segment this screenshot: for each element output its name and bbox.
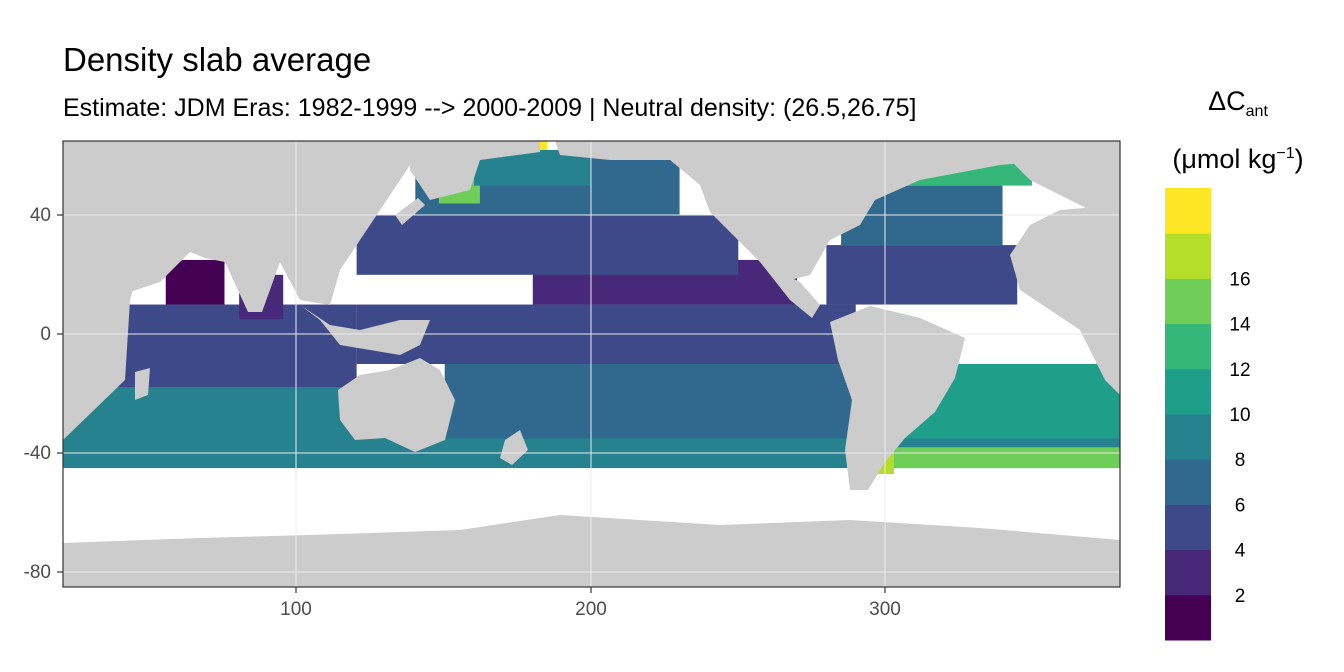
legend-bin-14-16 — [1165, 278, 1211, 325]
legend-tick-label-6: 6 — [1235, 495, 1246, 516]
legend-bin-16-18 — [1165, 233, 1211, 279]
ocean-region-arabian-sea — [165, 259, 225, 305]
legend-tick-label-10: 10 — [1229, 405, 1250, 426]
ocean-region-north-pacific-mid — [356, 215, 739, 275]
legend-bin-6-8 — [1165, 459, 1211, 505]
legend-tick-label-2: 2 — [1235, 586, 1246, 607]
y-tick-label-neg80: -80 — [24, 562, 51, 583]
x-tick-label-300: 300 — [869, 599, 901, 620]
legend-title-main: ΔC — [1208, 86, 1246, 116]
grid-lines — [63, 141, 1120, 587]
x-tick-label-200: 200 — [575, 599, 607, 620]
legend-bin-4-6 — [1165, 504, 1211, 551]
land-indonesia — [300, 305, 430, 355]
legend-unit-suffix: ) — [1294, 144, 1304, 174]
land-central-america — [760, 262, 820, 318]
legend-unit-superscript: −1 — [1276, 145, 1295, 162]
legend-tick-label-14: 14 — [1229, 315, 1251, 336]
x-tick-label-100: 100 — [280, 599, 312, 620]
land-masses — [63, 141, 1120, 587]
land-india — [225, 262, 280, 312]
x-axis: 100 200 300 — [280, 587, 901, 620]
land-greenland — [1000, 141, 1120, 210]
land-south-america — [830, 306, 965, 490]
y-axis: 40 0 -40 -80 — [24, 205, 63, 583]
legend-bin-2-4 — [1165, 549, 1211, 596]
ocean-region-south-pacific — [444, 364, 856, 439]
legend-bin-18-20 — [1165, 188, 1211, 234]
y-tick-label-0: 0 — [40, 324, 51, 345]
legend-ticks: 2 4 6 8 10 12 14 16 — [1229, 269, 1251, 606]
land-madagascar — [135, 368, 150, 400]
legend-tick-label-16: 16 — [1229, 269, 1250, 290]
legend-unit-prefix: (μmol kg — [1172, 144, 1277, 174]
land-eurasia — [130, 141, 410, 305]
land-africa-west — [63, 141, 150, 440]
legend-bin-0-2 — [1165, 594, 1211, 641]
ocean-region-north-atlantic-subtropic — [826, 245, 1018, 305]
land-japan — [395, 198, 425, 225]
legend-title-unit: (μmol kg−1) — [1163, 137, 1313, 176]
land-north-america — [555, 141, 1080, 280]
legend-colorbar — [1165, 188, 1211, 641]
legend-title-symbol: ΔCant — [1163, 84, 1313, 129]
land-new-zealand — [500, 430, 528, 465]
legend-bin-8-10 — [1165, 414, 1211, 460]
ocean-region-south-atlantic-high — [885, 447, 1120, 469]
y-tick-label-neg40: -40 — [24, 443, 51, 464]
legend-tick-label-8: 8 — [1235, 450, 1246, 471]
land-australia — [338, 358, 455, 452]
chart-title: Density slab average — [63, 41, 372, 78]
land-europe-africa-east — [1010, 205, 1120, 395]
legend-tick-label-12: 12 — [1229, 360, 1250, 381]
legend-title-subscript: ant — [1245, 103, 1268, 120]
legend-tick-label-4: 4 — [1235, 541, 1246, 562]
y-tick-label-40: 40 — [30, 205, 51, 226]
land-siberia-east — [410, 141, 540, 200]
chart-subtitle: Estimate: JDM Eras: 1982-1999 --> 2000-2… — [63, 94, 917, 122]
legend-bin-10-12 — [1165, 368, 1211, 415]
legend-bin-12-14 — [1165, 323, 1211, 370]
